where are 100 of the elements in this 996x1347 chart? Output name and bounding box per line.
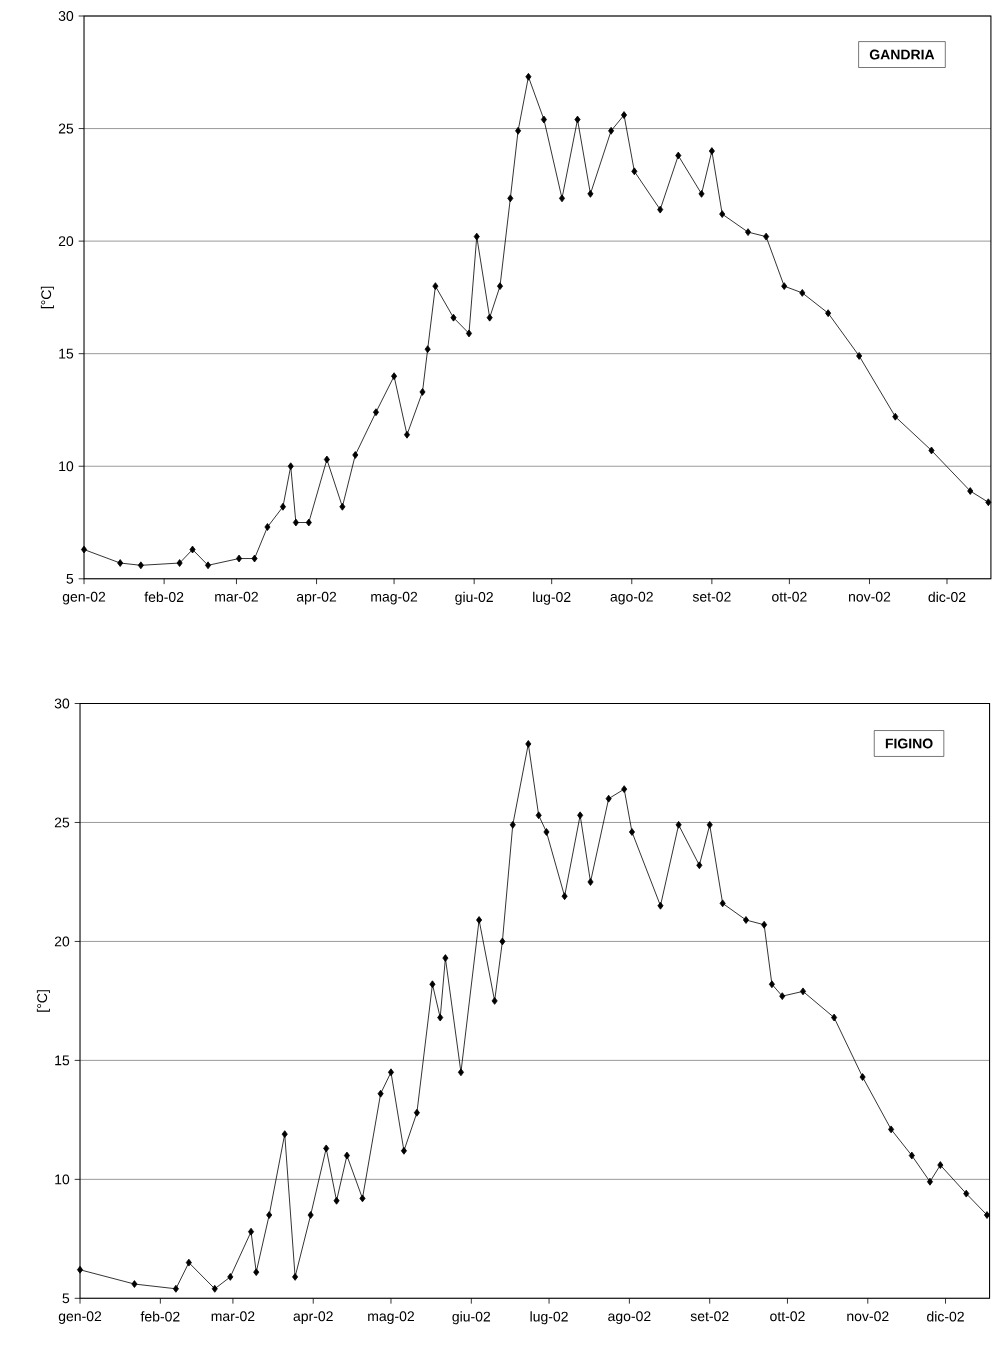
point	[437, 1013, 444, 1022]
point	[558, 194, 565, 203]
point	[631, 167, 638, 176]
point	[172, 1284, 179, 1293]
point	[137, 561, 144, 570]
point	[926, 1177, 933, 1186]
point	[176, 559, 183, 567]
point	[768, 980, 775, 989]
point	[781, 282, 788, 291]
point	[189, 545, 196, 554]
x-tick-label: mar-02	[211, 1311, 255, 1322]
point	[442, 954, 449, 962]
point	[292, 518, 299, 527]
point	[76, 1265, 83, 1274]
point	[287, 462, 294, 471]
y-tick-label: 15	[59, 348, 74, 359]
point	[928, 446, 935, 455]
point	[577, 811, 584, 820]
y-tick-label: 25	[58, 123, 74, 134]
point	[429, 980, 436, 989]
point	[432, 282, 439, 291]
point	[264, 523, 271, 531]
y-tick-label: 10	[55, 1174, 70, 1185]
point	[761, 920, 768, 929]
point	[80, 545, 87, 554]
point	[473, 232, 480, 241]
point	[450, 313, 457, 322]
point	[561, 892, 568, 901]
y-tick-label: 20	[54, 936, 70, 947]
point	[696, 861, 703, 870]
point	[675, 820, 682, 829]
point	[291, 1273, 298, 1281]
point	[628, 828, 635, 836]
point	[985, 498, 992, 507]
x-tick-label: giu-02	[455, 591, 493, 605]
point	[983, 1211, 990, 1219]
x-tick-label: dic-02	[926, 1311, 964, 1322]
point	[247, 1227, 254, 1236]
point	[465, 329, 472, 338]
point	[343, 1151, 350, 1160]
x-tick-label: lug-02	[533, 591, 571, 605]
point	[675, 151, 682, 160]
point	[253, 1268, 260, 1277]
x-tick-label: ott-02	[771, 591, 807, 602]
point	[719, 899, 726, 908]
y-tick-label: 15	[55, 1055, 70, 1066]
point	[657, 205, 664, 214]
y-tick-label: 30	[54, 698, 70, 709]
x-tick-label: set-02	[690, 1311, 729, 1322]
point	[387, 1068, 394, 1077]
point	[413, 1108, 420, 1117]
point	[892, 412, 899, 421]
x-tick-label: apr-02	[293, 1311, 333, 1324]
point	[266, 1211, 273, 1219]
point	[607, 126, 614, 135]
point	[419, 388, 426, 396]
point	[967, 487, 974, 495]
point	[496, 282, 503, 291]
x-tick-label: gen-02	[62, 591, 105, 605]
x-tick-label: lug-02	[530, 1311, 568, 1325]
point	[525, 72, 532, 81]
y-tick-label: 30	[58, 11, 74, 21]
point	[185, 1258, 192, 1267]
point	[359, 1194, 366, 1203]
point	[211, 1284, 218, 1293]
point	[543, 828, 550, 836]
point	[621, 785, 628, 794]
point	[323, 455, 330, 464]
point	[377, 1089, 384, 1098]
point	[251, 554, 258, 563]
point	[830, 1013, 837, 1022]
y-tick-label: 5	[62, 1293, 70, 1304]
point	[825, 309, 832, 318]
point	[323, 1144, 330, 1153]
x-tick-label: mag-02	[368, 1311, 414, 1324]
point	[499, 937, 506, 946]
point	[937, 1161, 944, 1169]
point	[507, 194, 514, 203]
y-axis-title: [°C]	[36, 990, 50, 1012]
point	[540, 115, 547, 124]
x-tick-label: giu-02	[452, 1311, 490, 1325]
point	[403, 430, 410, 439]
point	[799, 289, 806, 297]
point	[352, 451, 359, 459]
point	[514, 126, 521, 135]
point	[908, 1151, 915, 1160]
point	[779, 992, 786, 1001]
x-tick-label: dic-02	[928, 591, 966, 603]
point	[509, 820, 516, 829]
x-tick-label: gen-02	[58, 1311, 101, 1324]
x-tick-label: nov-02	[847, 1311, 889, 1322]
point	[339, 502, 346, 511]
point	[859, 1073, 866, 1081]
y-tick-label: 10	[59, 461, 74, 472]
point	[963, 1189, 970, 1198]
text: FIGINO	[885, 738, 933, 749]
point	[856, 352, 863, 360]
x-tick-label: nov-02	[848, 591, 891, 602]
x-tick-label: feb-02	[140, 1311, 180, 1322]
y-tick-label: 20	[58, 236, 74, 247]
